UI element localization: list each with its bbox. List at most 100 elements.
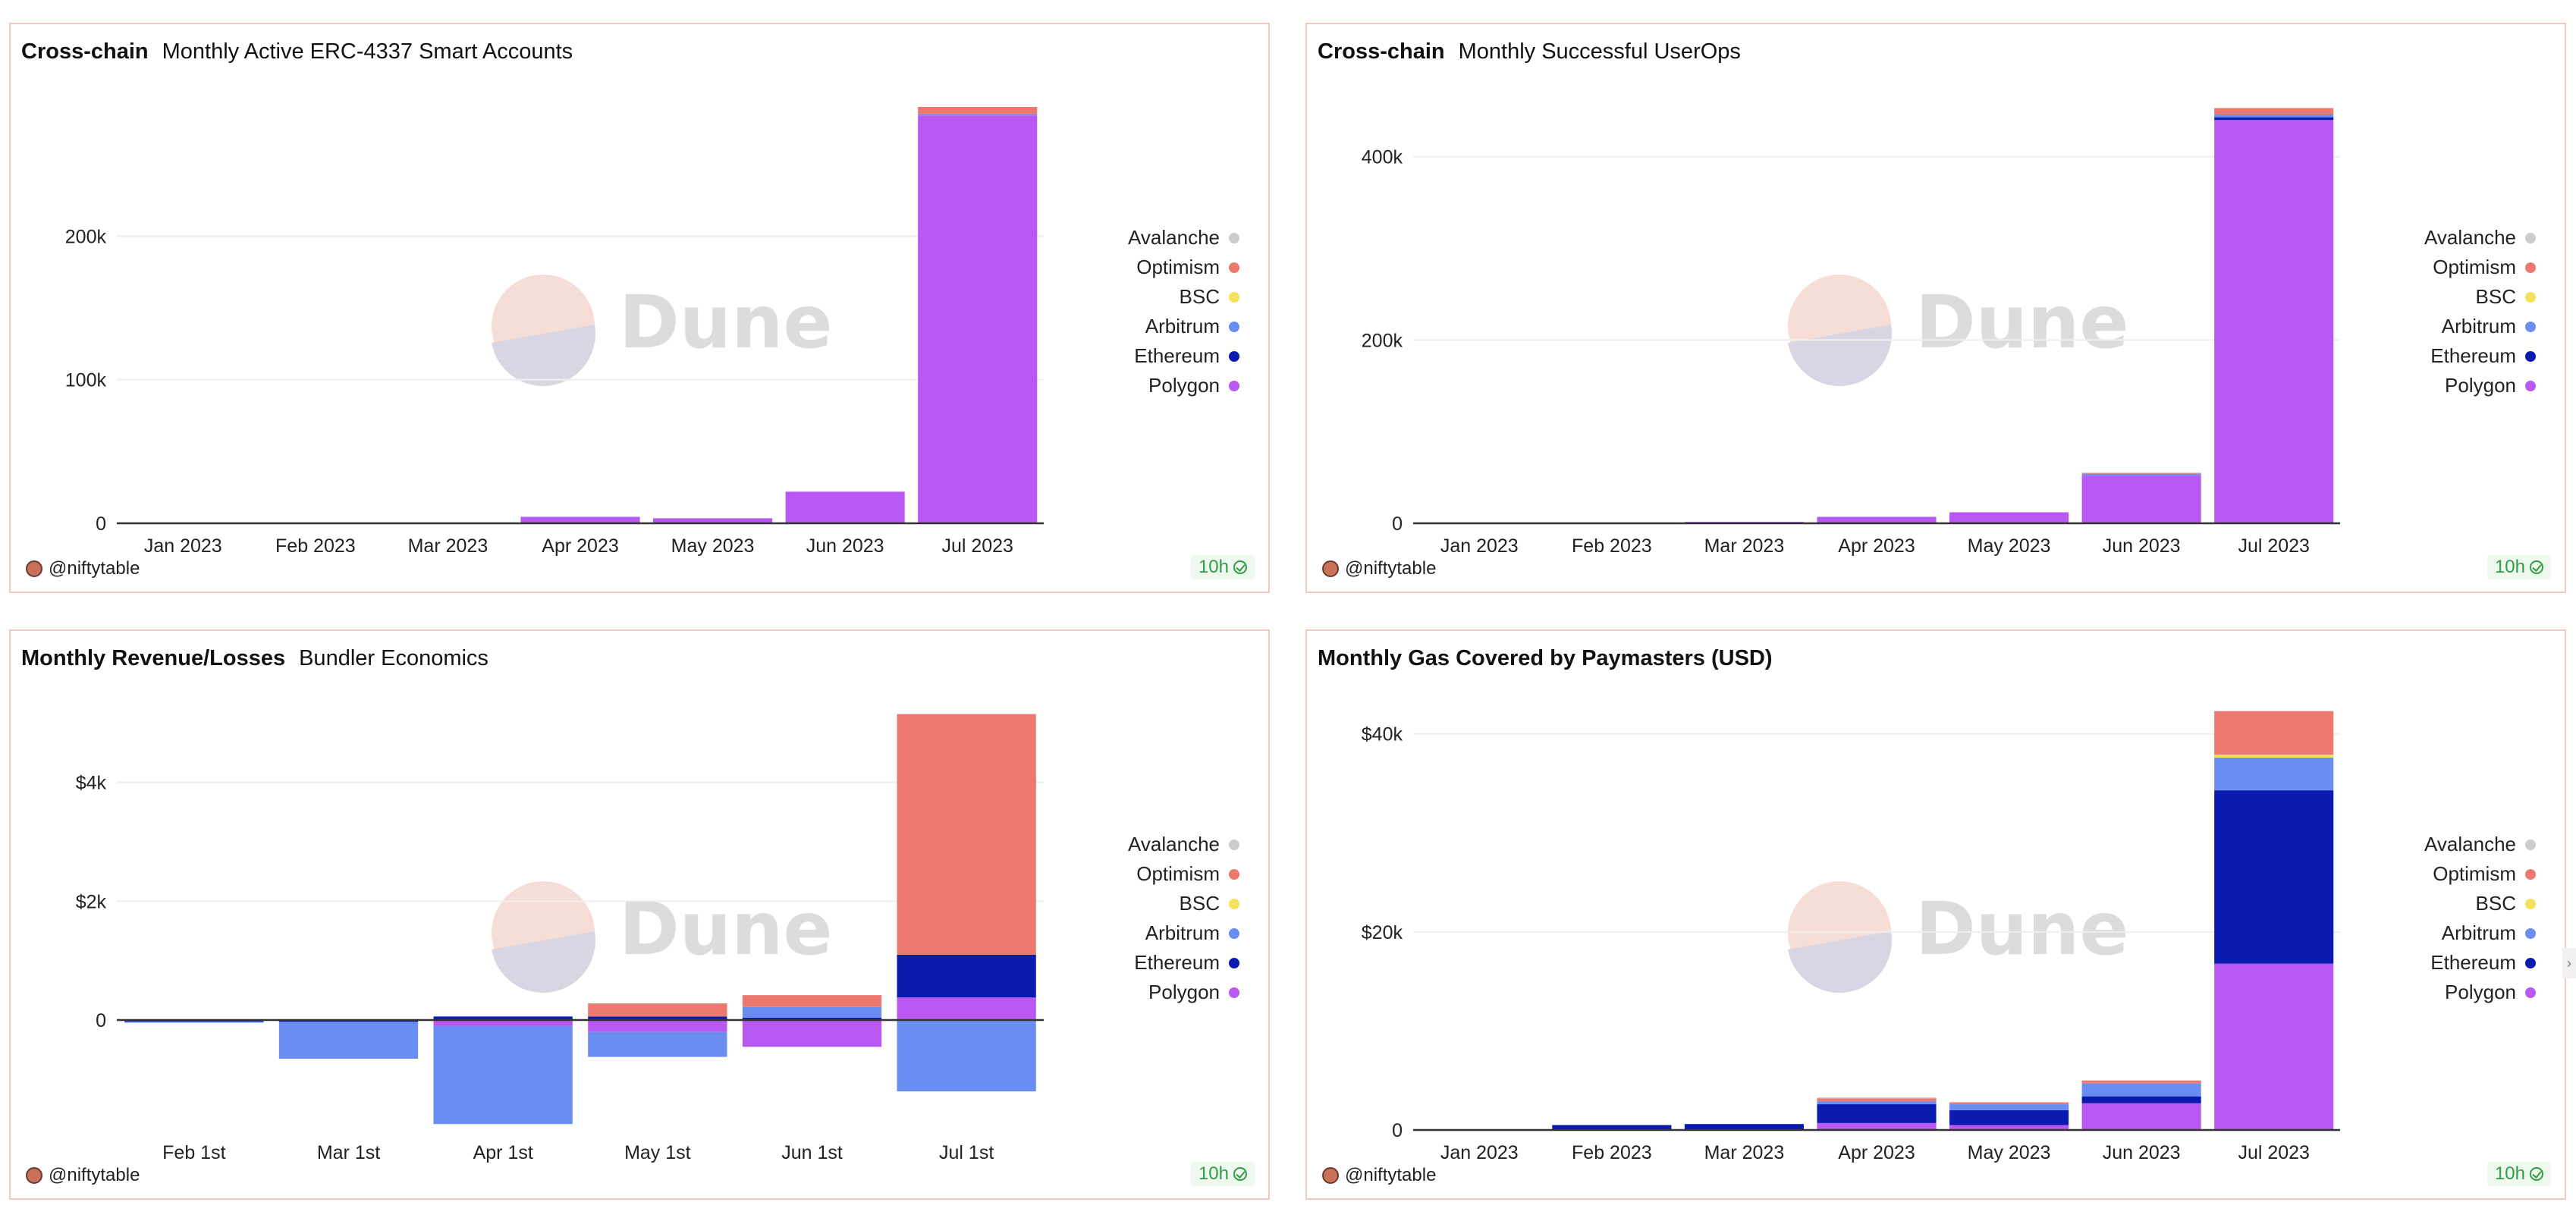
bar-segment-polygon[interactable]: [1817, 1122, 1937, 1130]
legend-label: Avalanche: [2424, 833, 2516, 855]
bar-segment-polygon[interactable]: [1949, 512, 2069, 523]
refresh-badge[interactable]: 10h: [2486, 555, 2551, 579]
bar-segment-polygon[interactable]: [2214, 120, 2334, 523]
bar-segment-polygon[interactable]: [520, 516, 640, 523]
bar-segment-optimism[interactable]: [918, 106, 1038, 115]
legend-item-arbitrum[interactable]: Arbitrum: [2424, 312, 2536, 341]
bar-segment-ethereum[interactable]: [1817, 1104, 1937, 1123]
refresh-badge[interactable]: 10h: [2486, 1162, 2551, 1186]
bar-segment-optimism[interactable]: [588, 1003, 727, 1017]
legend-item-polygon[interactable]: Polygon: [2424, 978, 2536, 1007]
bar-segment-polygon[interactable]: [653, 518, 773, 523]
watermark-logo-shade: [492, 325, 596, 387]
bar-segment-ethereum[interactable]: [2214, 117, 2334, 121]
x-tick-label: Jun 2023: [2103, 535, 2181, 557]
legend-item-polygon[interactable]: Polygon: [1128, 371, 1239, 400]
bar-segment-arbitrum[interactable]: [1949, 1104, 2069, 1110]
bar-segment-optimism[interactable]: [2214, 108, 2334, 115]
bar-segment-optimism[interactable]: [2081, 472, 2201, 474]
author-link[interactable]: @niftytable: [1322, 558, 1436, 579]
legend-item-optimism[interactable]: Optimism: [2424, 253, 2536, 282]
bar-segment-avalanche[interactable]: [1817, 1097, 1937, 1099]
x-tick-label: May 2023: [671, 535, 755, 557]
bar-segment-arbitrum[interactable]: [124, 1022, 264, 1023]
refresh-badge[interactable]: 10h: [1190, 1162, 1255, 1186]
bar-segment-arbitrum[interactable]: [588, 1031, 727, 1057]
author-link[interactable]: @niftytable: [26, 1165, 140, 1186]
bar-segment-optimism[interactable]: [1949, 1102, 2069, 1105]
bar-segment-arbitrum[interactable]: [742, 1006, 882, 1018]
check-icon: [1233, 1167, 1247, 1181]
legend-item-ethereum[interactable]: Ethereum: [2424, 948, 2536, 978]
bar-segment-arbitrum[interactable]: [433, 1025, 573, 1125]
bar-segment-arbitrum[interactable]: [278, 1022, 419, 1059]
bar-segment-polygon[interactable]: [918, 115, 1038, 523]
bar-segment-optimism[interactable]: [742, 995, 882, 1007]
chevron-right-icon[interactable]: ›: [2562, 948, 2576, 978]
legend-item-avalanche[interactable]: Avalanche: [1128, 830, 1239, 859]
legend-item-avalanche[interactable]: Avalanche: [1128, 223, 1239, 253]
watermark-text: Dune: [619, 280, 832, 365]
panel-title: Monthly Revenue/Losses Bundler Economics: [21, 646, 488, 671]
bar-segment-polygon[interactable]: [2081, 476, 2201, 523]
legend-label: Ethereum: [1134, 344, 1220, 367]
bar-segment-polygon[interactable]: [785, 491, 905, 523]
x-tick-label: Apr 1st: [473, 1142, 533, 1163]
panel-paymaster-gas: Monthly Gas Covered by Paymasters (USD) …: [1305, 629, 2566, 1200]
author-link[interactable]: @niftytable: [1322, 1165, 1436, 1186]
bar-segment-optimism[interactable]: [2214, 711, 2334, 755]
bar-segment-arbitrum[interactable]: [2081, 1083, 2201, 1097]
bar-segment-polygon[interactable]: [1817, 516, 1937, 523]
bar-segment-arbitrum[interactable]: [2081, 473, 2201, 476]
bar-segment-polygon[interactable]: [588, 1020, 727, 1032]
bar-segment-arbitrum[interactable]: [1817, 1101, 1937, 1105]
bar-segment-ethereum[interactable]: [1552, 1125, 1672, 1130]
bar-segment-polygon[interactable]: [897, 997, 1036, 1021]
bar-segment-ethereum[interactable]: [1949, 1110, 2069, 1125]
legend-item-polygon[interactable]: Polygon: [2424, 371, 2536, 400]
legend-item-bsc[interactable]: BSC: [2424, 282, 2536, 312]
chart-legend: Avalanche Optimism BSC Arbitrum Ethereum Poly…: [1128, 830, 1239, 1007]
refresh-badge[interactable]: 10h: [1190, 555, 1255, 579]
bar-segment-optimism[interactable]: [2081, 1080, 2201, 1084]
watermark-text: Dune: [619, 887, 832, 971]
legend-item-avalanche[interactable]: Avalanche: [2424, 830, 2536, 859]
bar-segment-ethereum[interactable]: [897, 954, 1036, 998]
bar-segment-ethereum[interactable]: [2214, 790, 2334, 964]
bar-segment-ethereum[interactable]: [1684, 1124, 1804, 1130]
bar-segment-arbitrum[interactable]: [918, 114, 1038, 116]
legend-item-ethereum[interactable]: Ethereum: [1128, 341, 1239, 371]
legend-swatch: [2525, 898, 2536, 909]
legend-item-optimism[interactable]: Optimism: [2424, 859, 2536, 889]
stacked-bar-chart: Dune 0 $20k $40k Jan 2023 Feb 2023 Mar 2023 Apr…: [1362, 711, 2340, 1163]
legend-item-bsc[interactable]: BSC: [1128, 282, 1239, 312]
legend-item-arbitrum[interactable]: Arbitrum: [1128, 918, 1239, 948]
legend-item-bsc[interactable]: BSC: [2424, 889, 2536, 918]
bar-segment-optimism[interactable]: [897, 714, 1036, 955]
bar-segment-arbitrum[interactable]: [897, 1020, 1036, 1092]
bar-segment-polygon[interactable]: [2081, 1103, 2201, 1130]
legend-item-avalanche[interactable]: Avalanche: [2424, 223, 2536, 253]
y-tick-label: 200k: [1362, 330, 1403, 351]
legend-item-bsc[interactable]: BSC: [1128, 889, 1239, 918]
author-link[interactable]: @niftytable: [26, 558, 140, 579]
bar-segment-optimism[interactable]: [1817, 1098, 1937, 1102]
bar-segment-bsc[interactable]: [2214, 755, 2334, 758]
legend-item-arbitrum[interactable]: Arbitrum: [1128, 312, 1239, 341]
bar-segment-polygon[interactable]: [742, 1020, 882, 1047]
legend-item-ethereum[interactable]: Ethereum: [1128, 948, 1239, 978]
legend-item-optimism[interactable]: Optimism: [1128, 859, 1239, 889]
bar-segment-arbitrum[interactable]: [2214, 758, 2334, 791]
bar-segment-polygon[interactable]: [1949, 1125, 2069, 1130]
bar-segment-ethereum[interactable]: [2081, 1096, 2201, 1103]
bar-segment-polygon[interactable]: [2214, 963, 2334, 1130]
bar-segment-arbitrum[interactable]: [2214, 115, 2334, 118]
bar-segment-polygon[interactable]: [433, 1020, 573, 1026]
bar-segment-ethereum[interactable]: [742, 1017, 882, 1021]
legend-item-optimism[interactable]: Optimism: [1128, 253, 1239, 282]
legend-item-ethereum[interactable]: Ethereum: [2424, 341, 2536, 371]
legend-item-arbitrum[interactable]: Arbitrum: [2424, 918, 2536, 948]
bar-segment-ethereum[interactable]: [588, 1016, 727, 1021]
legend-item-polygon[interactable]: Polygon: [1128, 978, 1239, 1007]
bar-segment-ethereum[interactable]: [433, 1016, 573, 1021]
